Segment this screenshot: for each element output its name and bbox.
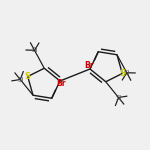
Text: S: S [25,72,31,81]
Text: Si: Si [115,94,122,100]
Text: S: S [119,69,125,78]
Text: Si: Si [31,47,38,53]
Text: Br: Br [84,61,94,70]
Text: Si: Si [17,76,23,82]
Text: Si: Si [124,70,130,76]
Text: Br: Br [56,80,66,88]
